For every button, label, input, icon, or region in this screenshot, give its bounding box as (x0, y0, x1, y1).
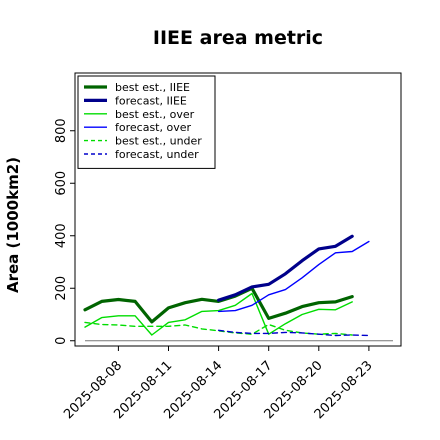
legend-label: best est., under (115, 135, 202, 148)
legend-label: best est., IIEE (115, 81, 190, 94)
y-tick-label: 400 (54, 223, 69, 248)
legend-label: best est., over (115, 108, 195, 121)
series-line-1 (217, 234, 354, 302)
legend-label: forecast, IIEE (115, 94, 187, 107)
series-line-0 (83, 286, 354, 324)
legend-label: forecast, under (115, 148, 199, 161)
series-line-2 (84, 292, 353, 336)
y-axis-label: Area (1000km2) (4, 157, 22, 293)
series-line-3 (217, 240, 370, 313)
y-tick-label: 800 (54, 118, 69, 143)
legend-label: forecast, over (115, 121, 191, 134)
chart-title: IIEE area metric (153, 27, 323, 49)
series-line-5 (217, 329, 370, 337)
y-tick-label: 600 (54, 171, 69, 196)
plot-frame (74, 72, 402, 347)
y-tick-label: 0 (54, 337, 69, 345)
y-tick-label: 200 (54, 276, 69, 301)
legend-box (77, 75, 216, 169)
